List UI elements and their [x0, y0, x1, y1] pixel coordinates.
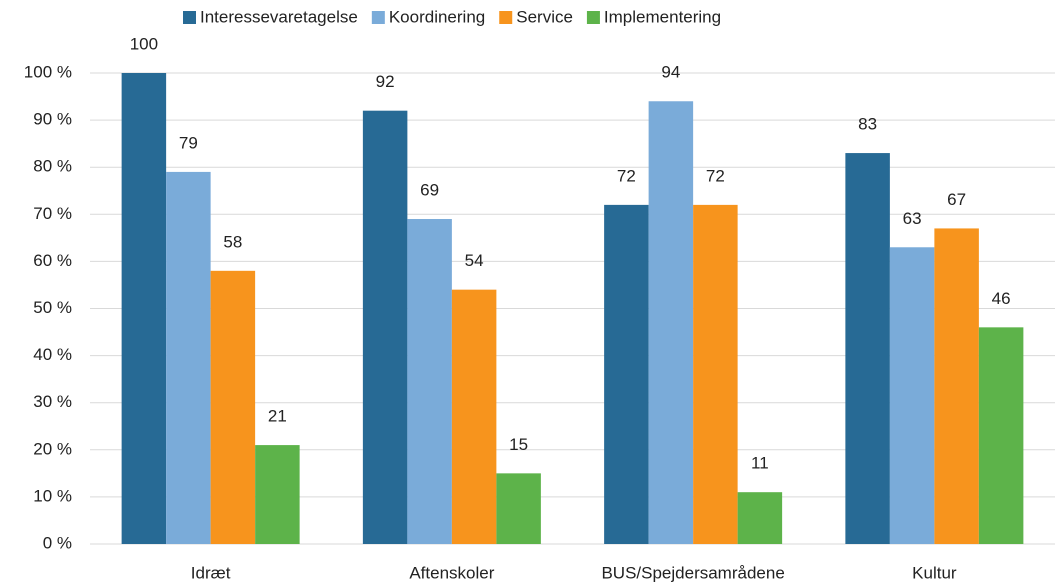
y-tick-label: 90 %: [33, 110, 72, 129]
y-tick-label: 40 %: [33, 345, 72, 364]
bar: [121, 73, 167, 544]
y-tick-label: 60 %: [33, 251, 72, 270]
data-label: 15: [509, 435, 528, 454]
y-tick-label: 50 %: [33, 298, 72, 317]
bar: [496, 473, 541, 544]
y-tick-label: 30 %: [33, 392, 72, 411]
data-label: 58: [223, 232, 242, 251]
data-label: 69: [420, 180, 439, 199]
legend-label: Interessevaretagelse: [200, 7, 358, 26]
bar: [648, 101, 694, 544]
bar: [693, 204, 738, 544]
bar: [934, 228, 979, 544]
bar: [737, 492, 783, 544]
data-label: 54: [465, 251, 484, 270]
legend-swatch: [183, 11, 196, 24]
bar: [889, 247, 935, 544]
bar: [845, 153, 890, 544]
data-label: 94: [661, 63, 680, 82]
data-label: 67: [947, 190, 966, 209]
data-label: 11: [751, 454, 769, 473]
bar: [166, 171, 211, 544]
data-label: 72: [617, 166, 636, 185]
data-label: 72: [706, 166, 725, 185]
x-tick-label: Idræt: [191, 563, 231, 582]
legend-label: Service: [516, 7, 573, 26]
data-label: 46: [992, 289, 1011, 308]
bar: [407, 219, 452, 544]
bar: [978, 327, 1024, 544]
y-tick-label: 100 %: [24, 62, 72, 81]
legend-label: Koordinering: [389, 7, 485, 26]
y-tick-label: 70 %: [33, 204, 72, 223]
legend-label: Implementering: [604, 7, 721, 26]
y-tick-label: 80 %: [33, 157, 72, 176]
data-label: 79: [179, 133, 198, 152]
y-tick-label: 20 %: [33, 439, 72, 458]
x-tick-label: Aftenskoler: [409, 563, 494, 582]
bar: [210, 270, 256, 544]
bar: [255, 445, 300, 544]
bar: [451, 289, 497, 544]
data-label: 63: [903, 209, 922, 228]
x-tick-label: BUS/Spejdersamrådene: [601, 563, 784, 582]
bar: [604, 204, 649, 544]
data-label: 100: [130, 34, 158, 53]
data-label: 83: [858, 115, 877, 134]
x-tick-label: Kultur: [912, 563, 957, 582]
data-label: 92: [376, 72, 395, 91]
y-tick-label: 10 %: [33, 486, 72, 505]
legend-swatch: [371, 11, 385, 24]
legend-swatch: [586, 11, 600, 24]
legend-swatch: [499, 11, 513, 24]
y-tick-label: 0 %: [43, 533, 72, 552]
data-label: 21: [268, 407, 287, 426]
bar: [362, 110, 408, 545]
